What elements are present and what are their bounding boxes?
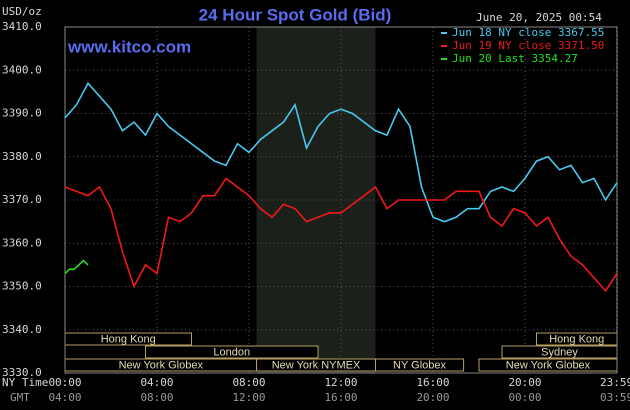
session-box xyxy=(145,345,319,359)
legend-label: Jun 20 Last 3354.27 xyxy=(452,52,578,65)
x-tick-label: 00:00 xyxy=(48,376,81,389)
x2-tick-label: 12:00 xyxy=(232,391,265,404)
x-axis-label: NY Time xyxy=(2,376,48,389)
x2-tick-label: 08:00 xyxy=(140,391,173,404)
session-label: Hong Kong xyxy=(101,333,156,345)
source: www.kitco.com xyxy=(67,37,191,56)
x2-tick-label: 20:00 xyxy=(416,391,449,404)
session-label: NY Globex xyxy=(393,359,446,371)
x2-tick-label: 04:00 xyxy=(48,391,81,404)
y-tick-label: 3390.0 xyxy=(2,107,42,120)
plot-frame xyxy=(64,26,618,374)
legend-label: Jun 19 NY close 3371.50 xyxy=(452,39,604,52)
y-tick-label: 3410.0 xyxy=(2,20,42,33)
session-label: New York Globex xyxy=(119,359,204,371)
y-tick-label: 3330.0 xyxy=(2,366,42,379)
session-label: New York NYMEX xyxy=(272,359,361,371)
x-tick-label: 04:00 xyxy=(140,376,173,389)
timestamp: June 20, 2025 00:54 xyxy=(476,11,602,24)
x-tick-label: 16:00 xyxy=(416,376,449,389)
y-axis-label: USD/oz xyxy=(2,5,42,18)
legend-label: Jun 18 NY close 3367.55 xyxy=(452,26,604,39)
x2-tick-label: 00:00 xyxy=(508,391,541,404)
series-line xyxy=(64,177,618,293)
y-tick-label: 3400.0 xyxy=(2,63,42,76)
chart-title: 24 Hour Spot Gold (Bid) xyxy=(199,5,392,24)
y-tick-label: 3380.0 xyxy=(2,150,42,163)
series-line xyxy=(64,81,618,223)
y-tick-label: 3350.0 xyxy=(2,280,42,293)
y-tick-label: 3370.0 xyxy=(2,193,42,206)
x-tick-label: 23:59 xyxy=(600,376,630,389)
x2-tick-label: 16:00 xyxy=(324,391,357,404)
x-tick-label: 08:00 xyxy=(232,376,265,389)
y-tick-label: 3340.0 xyxy=(2,323,42,336)
x2-tick-label: 03:59 xyxy=(600,391,630,404)
x2-axis-label: GMT xyxy=(10,391,30,404)
x-tick-label: 12:00 xyxy=(324,376,357,389)
session-box xyxy=(375,358,465,372)
highlight-band xyxy=(256,27,376,373)
session-label: London xyxy=(213,346,250,358)
session-label: New York Globex xyxy=(506,359,591,371)
session-label: Hong Kong xyxy=(549,333,604,345)
session-label: Sydney xyxy=(541,346,578,358)
y-tick-label: 3360.0 xyxy=(2,236,42,249)
x-tick-label: 20:00 xyxy=(508,376,541,389)
series-line xyxy=(64,259,89,275)
